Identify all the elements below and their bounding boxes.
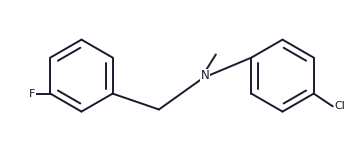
Text: F: F	[29, 89, 36, 99]
Text: Cl: Cl	[335, 101, 346, 111]
Text: N: N	[201, 69, 210, 82]
